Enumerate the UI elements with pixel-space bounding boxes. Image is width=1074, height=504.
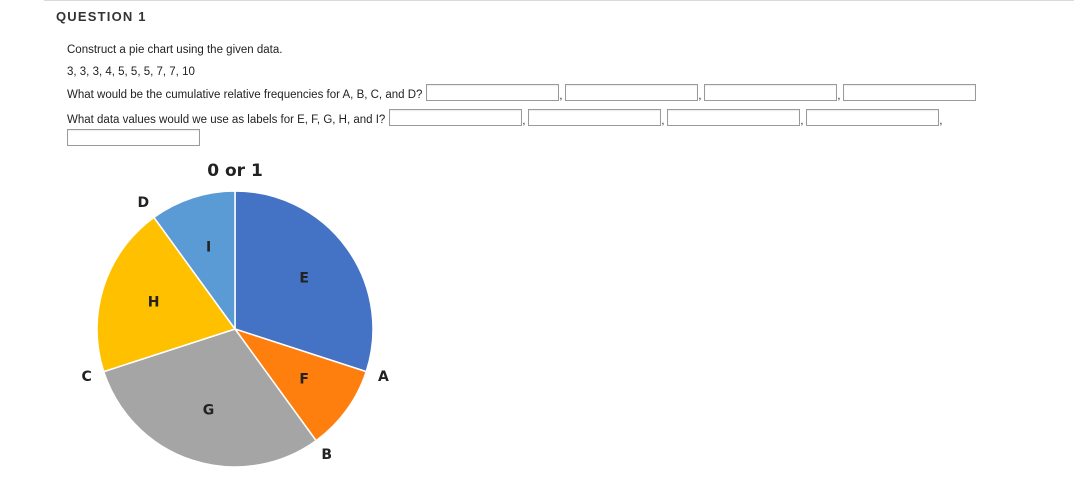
separator: , [837, 90, 841, 102]
boundary-label-b: B [321, 447, 332, 463]
slice-label-f: F [299, 371, 309, 387]
question-title: QUESTION 1 [56, 9, 147, 24]
separator: , [800, 115, 804, 127]
pie-title: 0 or 1 [207, 161, 263, 181]
boundary-label-d: D [137, 195, 149, 211]
label-e-input[interactable] [389, 109, 523, 126]
top-divider [44, 0, 1074, 1]
label-i-input[interactable] [67, 129, 200, 146]
separator: , [661, 115, 665, 127]
data-values-text: 3, 3, 3, 4, 5, 5, 5, 7, 7, 10 [67, 66, 195, 78]
pie-slice-f [233, 327, 368, 442]
pie-slice-h [96, 216, 237, 373]
cumulative-prompt: What would be the cumulative relative fr… [67, 89, 423, 101]
label-h-input[interactable] [806, 109, 940, 126]
cumulative-c-input[interactable] [704, 84, 838, 101]
cumulative-b-input[interactable] [565, 84, 699, 101]
boundary-label-c: C [81, 369, 91, 385]
separator: , [939, 115, 943, 127]
separator: , [522, 115, 526, 127]
slice-label-h: H [148, 295, 160, 311]
slice-label-e: E [299, 271, 309, 287]
instruction-text: Construct a pie chart using the given da… [67, 44, 283, 56]
boundary-label-a: A [378, 369, 389, 385]
label-g-input[interactable] [667, 109, 801, 126]
labels-row: What data values would we use as labels … [67, 109, 945, 127]
cumulative-d-input[interactable] [843, 84, 977, 101]
label-f-input[interactable] [528, 109, 662, 126]
separator: , [698, 90, 702, 102]
pie-slice-g [102, 328, 318, 468]
cumulative-row: What would be the cumulative relative fr… [67, 84, 977, 102]
slice-label-g: G [203, 402, 215, 418]
separator: , [559, 90, 563, 102]
pie-slice-e [234, 190, 374, 373]
cumulative-a-input[interactable] [426, 84, 560, 101]
slice-label-i: I [206, 240, 211, 256]
labels-prompt: What data values would we use as labels … [67, 114, 386, 126]
pie-slice-i [152, 190, 236, 332]
